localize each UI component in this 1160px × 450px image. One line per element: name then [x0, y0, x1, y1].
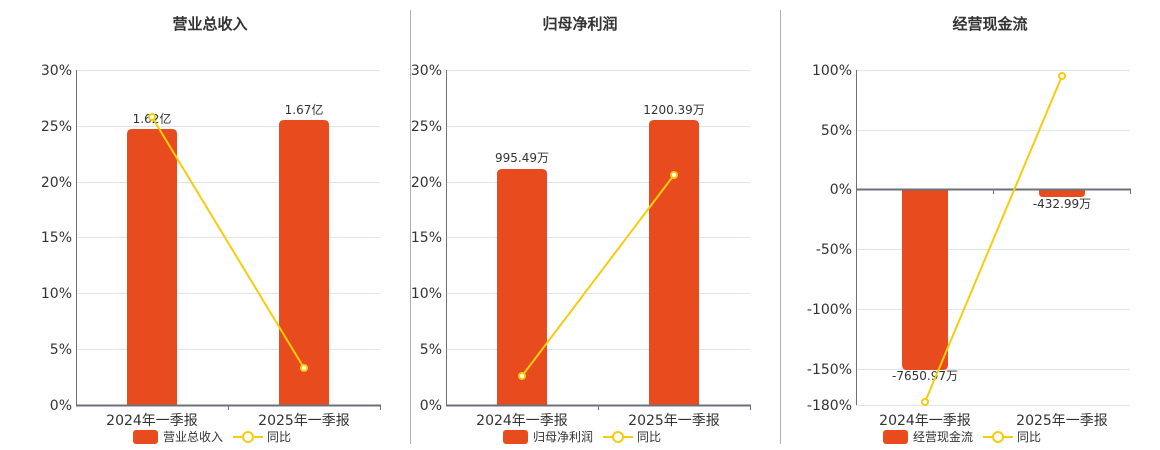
legend-bar-swatch[interactable]	[883, 429, 908, 444]
bar-2025q1	[1039, 189, 1085, 197]
x-label: 2025年一季报	[628, 413, 720, 429]
chart-plot: 30% 25% 20% 15% 10% 5% 0% 2024年一季报 2025年…	[411, 63, 751, 429]
x-label: 2024年一季报	[106, 413, 198, 429]
x-label: 2025年一季报	[258, 413, 350, 429]
svg-text:30%: 30%	[41, 63, 72, 79]
legend-line-icon[interactable]	[233, 430, 264, 444]
legend-line-label[interactable]: 同比	[267, 430, 292, 444]
svg-text:5%: 5%	[420, 342, 442, 358]
chart-title: 经营现金流	[952, 15, 1028, 33]
chart-panel-revenue: 营业总收入 30% 25% 20% 15% 10% 5% 0%	[0, 0, 400, 450]
svg-text:15%: 15%	[411, 230, 442, 246]
legend-line-icon[interactable]	[983, 430, 1014, 444]
chart-legend: 归母净利润 同比	[503, 428, 661, 445]
svg-text:-180%: -180%	[807, 398, 852, 414]
svg-text:10%: 10%	[41, 286, 72, 302]
bar-2025q1	[279, 120, 329, 405]
svg-text:0%: 0%	[420, 398, 442, 414]
svg-text:-100%: -100%	[807, 302, 852, 318]
chart-title: 归母净利润	[542, 15, 618, 33]
svg-text:-150%: -150%	[807, 362, 852, 378]
chart-plot: 100% 50% 0% -50% -100% -150% -180% 2024年…	[807, 63, 1131, 429]
svg-text:15%: 15%	[41, 230, 72, 246]
chart-plot: 30% 25% 20% 15% 10% 5% 0% 2024年一季报 2025年…	[41, 63, 381, 429]
legend-line-label[interactable]: 同比	[1017, 430, 1042, 444]
chart-legend: 营业总收入 同比	[133, 428, 291, 445]
svg-text:25%: 25%	[41, 119, 72, 135]
legend-bar-label[interactable]: 归母净利润	[533, 430, 594, 444]
legend-bar-swatch[interactable]	[503, 429, 528, 444]
svg-text:20%: 20%	[411, 175, 442, 191]
svg-text:0%: 0%	[830, 182, 852, 198]
bar-value-label: 995.49万	[495, 151, 549, 165]
bar-value-label: 1.67亿	[285, 102, 324, 117]
bar-2025q1	[649, 120, 699, 405]
svg-text:100%: 100%	[812, 63, 852, 79]
svg-text:0%: 0%	[50, 398, 72, 414]
bar-2024q1	[127, 129, 177, 405]
legend-bar-label[interactable]: 营业总收入	[163, 430, 224, 444]
chart-panel-operating-cashflow: 经营现金流 100% 50% 0% -50% -100% -150% -180%…	[780, 0, 1160, 450]
chart-title: 营业总收入	[172, 15, 248, 33]
bar-2024q1	[902, 189, 948, 370]
svg-text:5%: 5%	[50, 342, 72, 358]
x-label: 2024年一季报	[476, 413, 568, 429]
svg-text:50%: 50%	[821, 123, 852, 139]
bar-value-label: -432.99万	[1033, 197, 1091, 211]
panel-divider	[780, 10, 781, 444]
svg-text:30%: 30%	[411, 63, 442, 79]
x-label: 2025年一季报	[1016, 413, 1108, 429]
x-label: 2024年一季报	[879, 413, 971, 429]
legend-bar-label[interactable]: 经营现金流	[913, 430, 974, 444]
bar-value-label: -7650.97万	[892, 369, 958, 383]
panel-divider	[410, 10, 411, 444]
svg-text:20%: 20%	[41, 175, 72, 191]
svg-text:25%: 25%	[411, 119, 442, 135]
chart-legend: 经营现金流 同比	[883, 428, 1041, 445]
legend-bar-swatch[interactable]	[133, 429, 158, 444]
bar-2024q1	[497, 169, 547, 405]
legend-line-label[interactable]: 同比	[637, 430, 662, 444]
bar-value-label: 1200.39万	[643, 103, 705, 117]
chart-panel-net-profit: 归母净利润 30% 25% 20% 15% 10% 5% 0% 2024年一季报…	[370, 0, 780, 450]
svg-text:-50%: -50%	[816, 242, 852, 258]
legend-line-icon[interactable]	[603, 430, 634, 444]
svg-text:10%: 10%	[411, 286, 442, 302]
